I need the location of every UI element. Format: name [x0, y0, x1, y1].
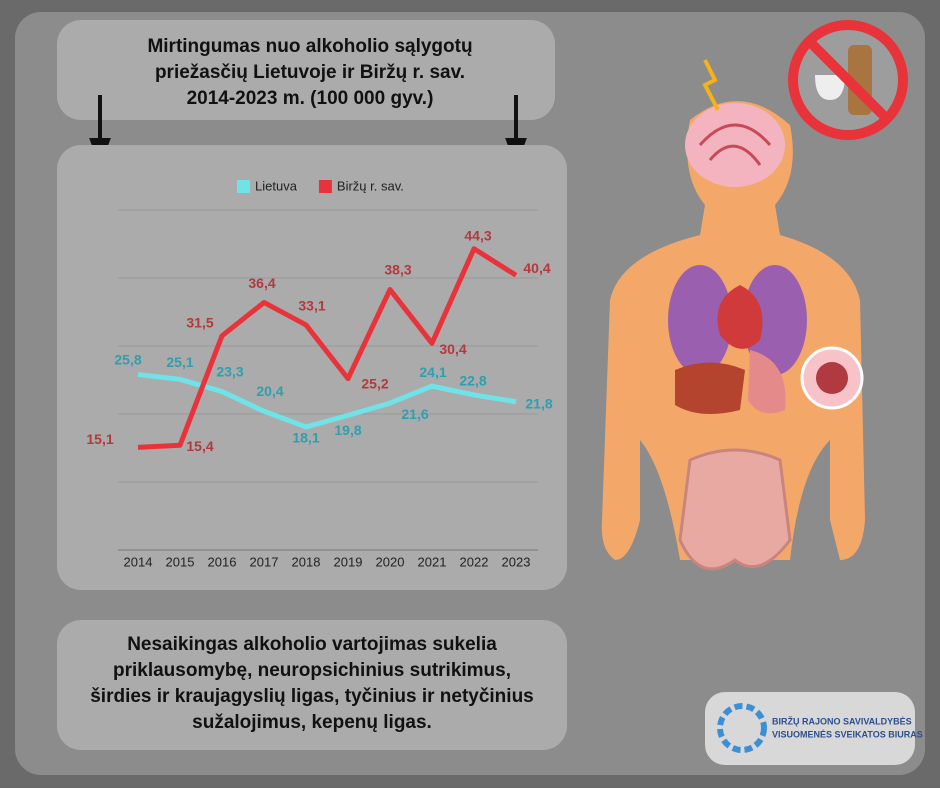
- data-label: 36,4: [248, 275, 275, 291]
- legend-label: Lietuva: [255, 178, 298, 193]
- legend-swatch: [237, 180, 250, 193]
- data-label: 15,4: [186, 438, 213, 454]
- data-label: 19,8: [334, 422, 361, 438]
- data-label: 21,8: [525, 395, 552, 411]
- x-tick-label: 2022: [460, 554, 489, 569]
- x-tick-label: 2014: [124, 554, 153, 569]
- legend-label: Biržų r. sav.: [337, 178, 404, 193]
- logo-icon: [717, 703, 767, 753]
- data-label: 23,3: [216, 363, 243, 379]
- x-tick-label: 2017: [250, 554, 279, 569]
- data-label: 44,3: [464, 227, 491, 243]
- x-tick-label: 2016: [208, 554, 237, 569]
- note-box: [57, 620, 567, 750]
- note-line: sužalojimus, kepenų ligas.: [192, 712, 432, 733]
- data-label: 20,4: [256, 383, 283, 399]
- x-tick-label: 2019: [334, 554, 363, 569]
- data-label: 18,1: [292, 430, 319, 446]
- data-label: 25,1: [166, 354, 193, 370]
- data-label: 22,8: [459, 373, 486, 389]
- title-line: 2014-2023 m. (100 000 gyv.): [187, 88, 434, 109]
- x-tick-label: 2023: [502, 554, 531, 569]
- title-line: Mirtingumas nuo alkoholio sąlygotų: [147, 36, 472, 57]
- data-label: 31,5: [186, 315, 213, 331]
- x-tick-label: 2018: [292, 554, 321, 569]
- no-alcohol-sign: [788, 20, 908, 140]
- data-label: 24,1: [419, 364, 446, 380]
- note-line: širdies ir kraujagyslių ligas, tyčinius …: [90, 686, 534, 707]
- x-tick-label: 2021: [418, 554, 447, 569]
- data-label: 25,2: [361, 375, 388, 391]
- x-tick-label: 2015: [166, 554, 195, 569]
- series-line: [137, 246, 518, 450]
- title-line: priežasčių Lietuvoje ir Biržų r. sav.: [155, 62, 465, 83]
- chart-box: [57, 145, 567, 590]
- title-box: [57, 20, 555, 120]
- data-label: 30,4: [439, 341, 466, 357]
- logo-text: VISUOMENĖS SVEIKATOS BIURAS: [772, 729, 923, 739]
- data-label: 25,8: [114, 351, 141, 367]
- body-illustration: [601, 59, 865, 571]
- x-tick-label: 2020: [376, 554, 405, 569]
- logo-text: BIRŽŲ RAJONO SAVIVALDYBĖS: [772, 715, 912, 726]
- note-line: Nesaikingas alkoholio vartojimas sukelia: [127, 634, 497, 655]
- legend-swatch: [318, 180, 332, 193]
- data-label: 15,1: [86, 431, 113, 447]
- note-line: priklausomybę, neuropsichinius sutrikimu…: [113, 660, 511, 681]
- data-label: 33,1: [298, 298, 325, 314]
- chart: 2014 2015 2016 2017 2018 2019 2020 2021 2022 2023…: [86, 178, 552, 569]
- data-label: 38,3: [384, 261, 411, 277]
- data-label: 40,4: [523, 260, 550, 276]
- data-label: 21,6: [401, 406, 428, 422]
